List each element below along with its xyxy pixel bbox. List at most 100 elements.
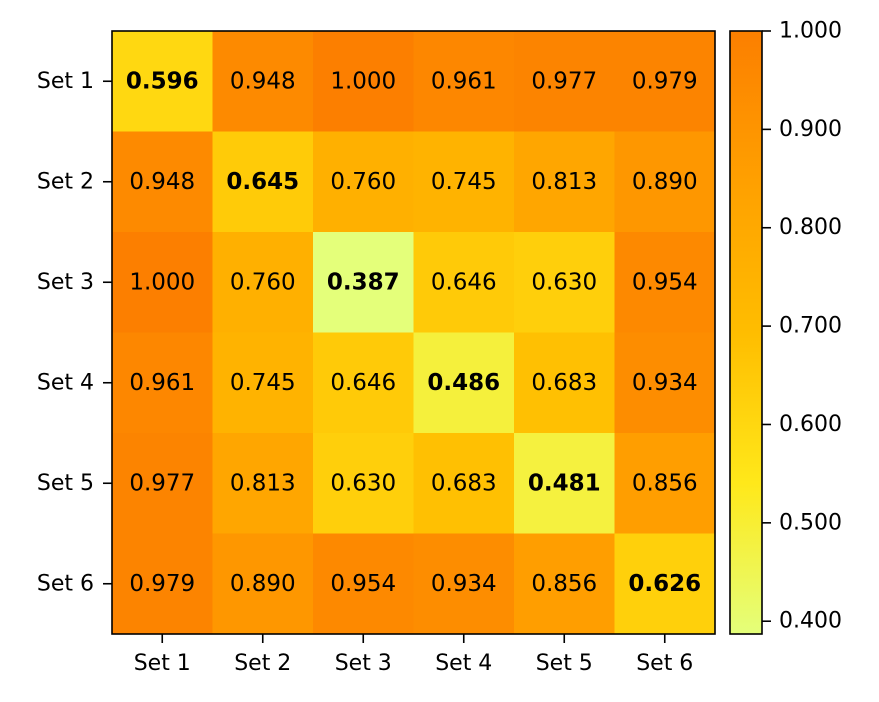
heatmap-cell bbox=[212, 31, 314, 132]
heatmap-cell-label: 0.683 bbox=[431, 470, 497, 496]
colorbar-tick-label: 0.800 bbox=[779, 215, 842, 240]
heatmap-cell-label: 0.813 bbox=[230, 470, 296, 496]
heatmap-cell bbox=[313, 232, 414, 333]
colorbar-frame bbox=[729, 30, 763, 635]
heatmap-cell-label: 0.948 bbox=[230, 68, 296, 94]
heatmap-cells bbox=[112, 31, 716, 635]
y-axis: Set 1 Set 2 Set 3 Set 4 Set 5 Set 6 bbox=[37, 69, 112, 596]
heatmap-cell-labels: 0.596 0.948 1.000 0.961 0.977 0.979 0.948 0.645… bbox=[126, 68, 701, 597]
y-tick-label: Set 5 bbox=[37, 471, 94, 496]
heatmap-cell-label: 0.856 bbox=[632, 470, 698, 496]
heatmap-cell bbox=[313, 332, 414, 434]
heatmap-cell bbox=[614, 31, 716, 132]
heatmap-cell bbox=[413, 433, 515, 534]
heatmap-cell-label: 0.813 bbox=[531, 169, 597, 195]
heatmap-cell bbox=[313, 533, 414, 635]
heatmap-cell-label: 0.745 bbox=[230, 370, 296, 396]
x-tick-label: Set 2 bbox=[234, 651, 291, 676]
heatmap-cell-label: 0.954 bbox=[330, 571, 396, 597]
heatmap-cell bbox=[514, 131, 615, 233]
y-tick-label: Set 4 bbox=[37, 370, 94, 395]
colorbar-tick-label: 0.500 bbox=[779, 510, 842, 535]
heatmap-cell bbox=[212, 332, 314, 434]
x-tick-label: Set 6 bbox=[636, 651, 693, 676]
heatmap-cell bbox=[614, 232, 716, 333]
heatmap-cell bbox=[313, 433, 414, 534]
colorbar-tick-label: 0.700 bbox=[779, 314, 842, 339]
heatmap-cell-label: 0.977 bbox=[129, 470, 195, 496]
heatmap-cell-label: 0.486 bbox=[427, 370, 500, 396]
heatmap-cell bbox=[614, 533, 716, 635]
heatmap-cell bbox=[413, 131, 515, 233]
x-tick-label: Set 1 bbox=[134, 651, 191, 676]
heatmap-cell-label: 0.760 bbox=[230, 269, 296, 295]
y-tick-label: Set 3 bbox=[37, 270, 94, 295]
heatmap-cell bbox=[112, 31, 213, 132]
heatmap-cell bbox=[514, 232, 615, 333]
colorbar-tick-label: 1.000 bbox=[779, 19, 842, 44]
heatmap-cell-label: 0.948 bbox=[129, 169, 195, 195]
heatmap-cell-label: 0.961 bbox=[129, 370, 195, 396]
colorbar: 0.400 0.500 0.600 0.700 0.800 0.900 1.000 bbox=[729, 19, 842, 635]
colorbar-tick-label: 0.400 bbox=[779, 609, 842, 634]
heatmap-cell bbox=[313, 31, 414, 132]
heatmap-cell-label: 0.890 bbox=[230, 571, 296, 597]
heatmap-cell bbox=[514, 31, 615, 132]
heatmap-cell bbox=[614, 131, 716, 233]
heatmap-cell-label: 0.934 bbox=[632, 370, 698, 396]
heatmap-cell bbox=[313, 131, 414, 233]
heatmap-cell-label: 0.646 bbox=[431, 269, 497, 295]
heatmap-cell bbox=[614, 332, 716, 434]
colorbar-tick-label: 0.900 bbox=[779, 117, 842, 142]
heatmap-cell-label: 0.954 bbox=[632, 269, 698, 295]
heatmap-cell-label: 0.760 bbox=[330, 169, 396, 195]
heatmap-cell bbox=[514, 533, 615, 635]
heatmap-cell-label: 1.000 bbox=[330, 68, 396, 94]
heatmap-cell-label: 0.596 bbox=[126, 68, 199, 94]
heatmap-cell bbox=[212, 232, 314, 333]
x-tick-label: Set 4 bbox=[435, 651, 492, 676]
heatmap-cell-label: 1.000 bbox=[129, 269, 195, 295]
heatmap-cell bbox=[514, 332, 615, 434]
heatmap-cell-label: 0.856 bbox=[531, 571, 597, 597]
heatmap-cell bbox=[514, 433, 615, 534]
heatmap-cell-label: 0.934 bbox=[431, 571, 497, 597]
plot-frame bbox=[111, 30, 716, 635]
x-tick-label: Set 3 bbox=[335, 651, 392, 676]
heatmap-cell bbox=[212, 533, 314, 635]
y-tick-label: Set 2 bbox=[37, 169, 94, 194]
colorbar-gradient bbox=[730, 31, 762, 634]
heatmap-cell bbox=[413, 533, 515, 635]
heatmap-cell bbox=[112, 232, 213, 333]
heatmap-cell bbox=[413, 332, 515, 434]
heatmap-cell bbox=[112, 533, 213, 635]
heatmap-cell-label: 0.387 bbox=[327, 269, 400, 295]
heatmap-cell-label: 0.890 bbox=[632, 169, 698, 195]
heatmap-cell-label: 0.626 bbox=[628, 571, 701, 597]
heatmap-cell bbox=[413, 31, 515, 132]
heatmap-cell-label: 0.683 bbox=[531, 370, 597, 396]
heatmap-cell-label: 0.630 bbox=[531, 269, 597, 295]
colorbar-tick-label: 0.600 bbox=[779, 412, 842, 437]
heatmap-cell-label: 0.646 bbox=[330, 370, 396, 396]
heatmap-cell-label: 0.977 bbox=[531, 68, 597, 94]
heatmap-cell bbox=[212, 131, 314, 233]
y-tick-label: Set 6 bbox=[37, 571, 94, 596]
heatmap-cell bbox=[112, 433, 213, 534]
heatmap-cell bbox=[212, 433, 314, 534]
y-tick-label: Set 1 bbox=[37, 69, 94, 94]
x-axis: Set 1 Set 2 Set 3 Set 4 Set 5 Set 6 bbox=[134, 634, 693, 676]
heatmap-cell-label: 0.961 bbox=[431, 68, 497, 94]
heatmap-cell-label: 0.630 bbox=[330, 470, 396, 496]
heatmap-cell-label: 0.481 bbox=[528, 470, 601, 496]
heatmap-cell-label: 0.645 bbox=[226, 169, 299, 195]
heatmap-cell bbox=[413, 232, 515, 333]
heatmap-cell bbox=[112, 332, 213, 434]
heatmap-cell-label: 0.979 bbox=[632, 68, 698, 94]
heatmap-cell-label: 0.745 bbox=[431, 169, 497, 195]
heatmap-cell bbox=[112, 131, 213, 233]
heatmap-cell bbox=[614, 433, 716, 534]
heatmap-cell-label: 0.979 bbox=[129, 571, 195, 597]
x-tick-label: Set 5 bbox=[536, 651, 593, 676]
